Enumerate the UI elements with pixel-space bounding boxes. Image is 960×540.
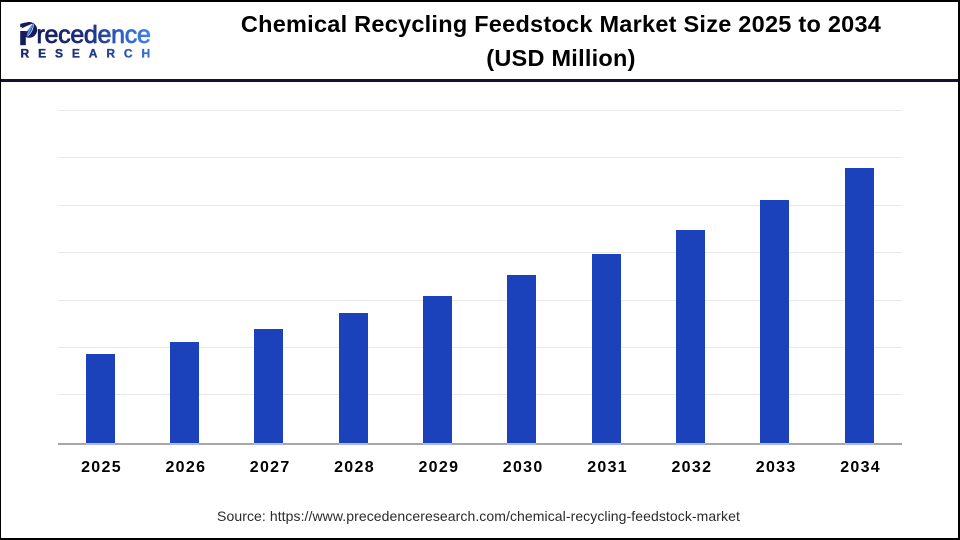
svg-text:recedence: recedence: [37, 21, 151, 49]
svg-text:RESEARCH: RESEARCH: [21, 47, 157, 61]
